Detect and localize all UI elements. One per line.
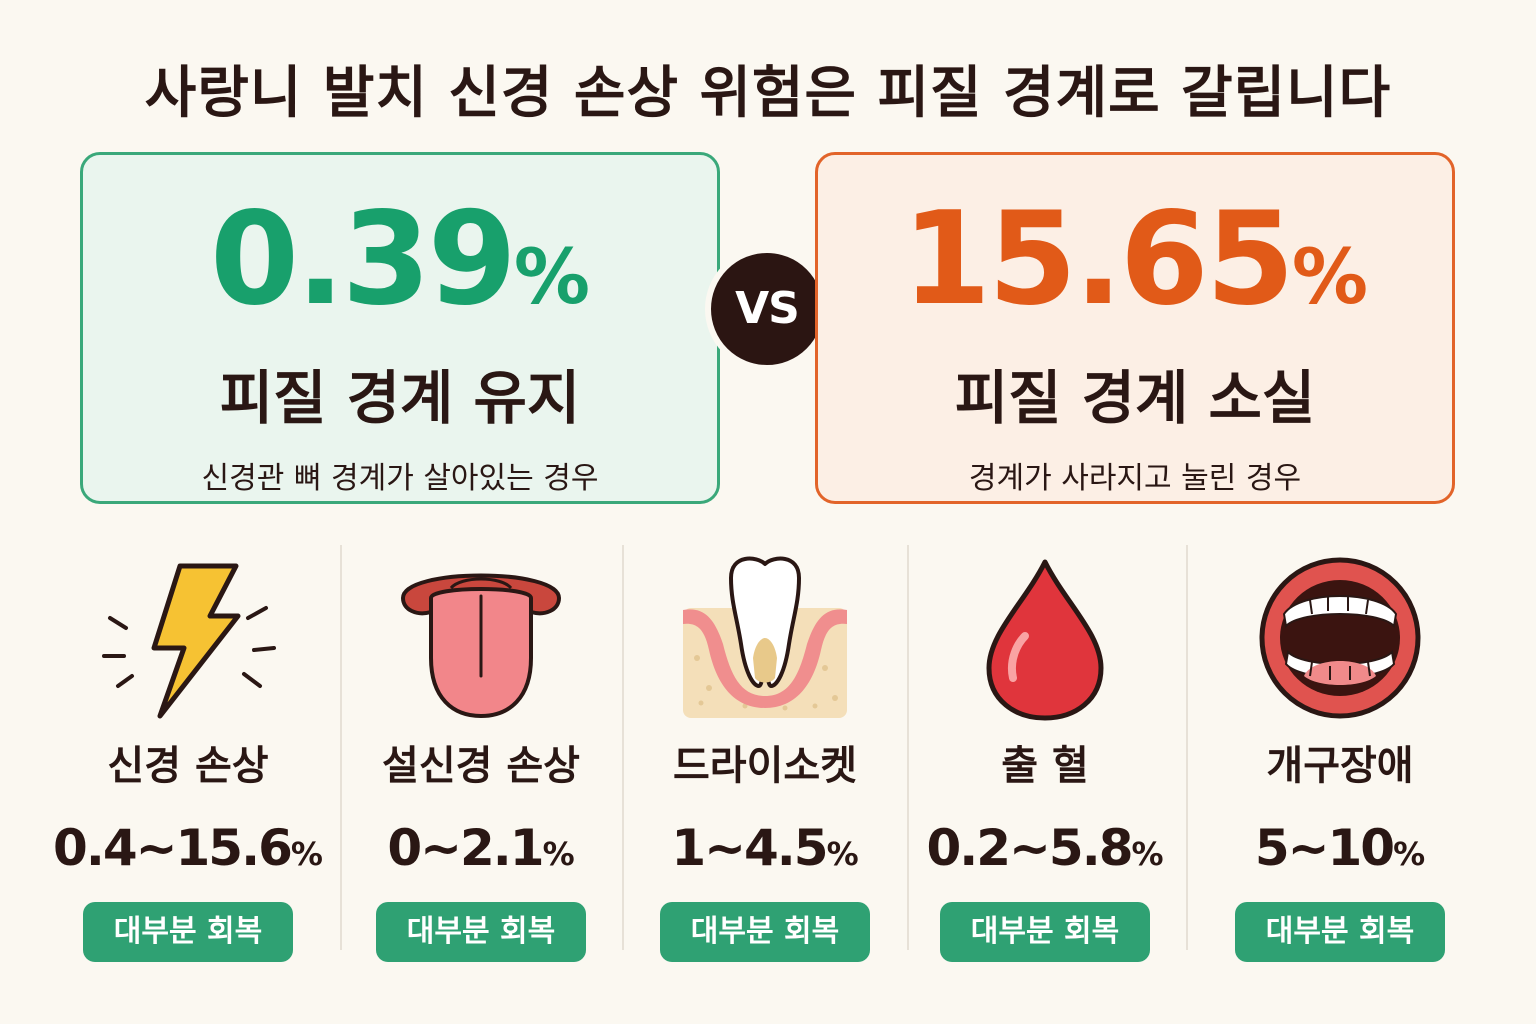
column-divider — [622, 545, 624, 950]
column-divider — [340, 545, 342, 950]
cortex-preserved-description: 신경관 뼈 경계가 살아있는 경우 — [201, 461, 599, 496]
cortex-preserved-heading: 피질 경계 유지 — [219, 364, 581, 432]
complication-dry-socket: 드라이소켓 1~4.5% 대부분 회복 — [625, 548, 905, 962]
range-value: 0.4~15.6 — [53, 819, 293, 877]
lightning-icon — [98, 548, 278, 728]
complication-trismus: 개구장애 5~10% 대부분 회복 — [1200, 548, 1480, 962]
range-unit: % — [1393, 835, 1426, 873]
complication-range: 0.4~15.6% — [48, 818, 328, 878]
recovery-badge: 대부분 회복 — [940, 902, 1150, 962]
vs-badge: VS — [705, 247, 829, 371]
recovery-badge: 대부분 회복 — [1235, 902, 1445, 962]
percentage-unit: % — [1291, 232, 1369, 321]
complication-name: 드라이소켓 — [673, 743, 857, 789]
cortex-lost-card: 15.65% 피질 경계 소실 경계가 사라지고 눌린 경우 — [815, 152, 1455, 504]
complication-range: 5~10% — [1200, 818, 1480, 878]
tongue-icon — [391, 548, 571, 728]
recovery-badge: 대부분 회복 — [376, 902, 586, 962]
cortex-lost-percentage: 15.65% — [818, 195, 1452, 325]
cortex-preserved-percentage: 0.39% — [83, 195, 717, 325]
complication-name: 출 혈 — [1001, 743, 1089, 789]
complication-name: 개구장애 — [1266, 743, 1414, 789]
range-value: 1~4.5 — [671, 819, 828, 877]
blood-drop-icon — [955, 548, 1135, 728]
open-mouth-icon — [1250, 548, 1430, 728]
range-unit: % — [290, 835, 323, 873]
cortex-lost-description: 경계가 사라지고 눌린 경우 — [968, 461, 1302, 496]
complication-range: 0.2~5.8% — [905, 818, 1185, 878]
recovery-badge: 대부분 회복 — [660, 902, 870, 962]
complication-nerve-damage: 신경 손상 0.4~15.6% 대부분 회복 — [48, 548, 328, 962]
complication-name: 설신경 손상 — [382, 743, 580, 789]
column-divider — [907, 545, 909, 950]
range-unit: % — [1131, 835, 1164, 873]
cortex-lost-heading: 피질 경계 소실 — [954, 364, 1316, 432]
percentage-value: 0.39 — [210, 185, 517, 334]
complication-lingual-nerve-damage: 설신경 손상 0~2.1% 대부분 회복 — [341, 548, 621, 962]
column-divider — [1186, 545, 1188, 950]
cortex-preserved-card: 0.39% 피질 경계 유지 신경관 뼈 경계가 살아있는 경우 — [80, 152, 720, 504]
percentage-unit: % — [513, 232, 590, 321]
range-unit: % — [542, 835, 575, 873]
complication-range: 1~4.5% — [625, 818, 905, 878]
percentage-value: 15.65 — [901, 185, 1295, 334]
range-value: 0.2~5.8 — [926, 819, 1133, 877]
complication-bleeding: 출 혈 0.2~5.8% 대부분 회복 — [905, 548, 1185, 962]
tooth-socket-icon — [675, 548, 855, 728]
page-title: 사랑니 발치 신경 손상 위험은 피질 경계로 갈립니다 — [144, 61, 1392, 126]
range-value: 5~10 — [1254, 819, 1395, 877]
complication-range: 0~2.1% — [341, 818, 621, 878]
range-value: 0~2.1 — [387, 819, 544, 877]
complication-name: 신경 손상 — [107, 743, 269, 789]
range-unit: % — [826, 835, 859, 873]
recovery-badge: 대부분 회복 — [83, 902, 293, 962]
